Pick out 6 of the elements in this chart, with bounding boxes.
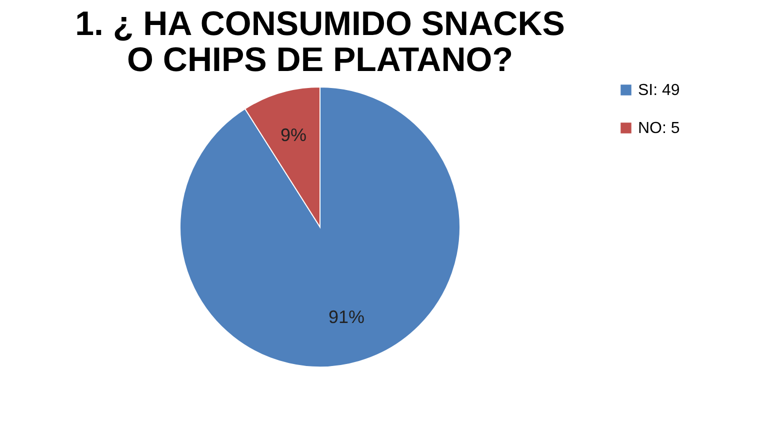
legend-label: NO: 5 bbox=[638, 120, 680, 137]
chart-title: 1. ¿ HA CONSUMIDO SNACKS O CHIPS DE PLATANO? bbox=[75, 5, 565, 79]
data-label: 9% bbox=[280, 124, 307, 145]
pie-slice bbox=[180, 86, 460, 368]
legend-label: SI: 49 bbox=[638, 82, 680, 99]
data-label: 91% bbox=[328, 307, 365, 328]
